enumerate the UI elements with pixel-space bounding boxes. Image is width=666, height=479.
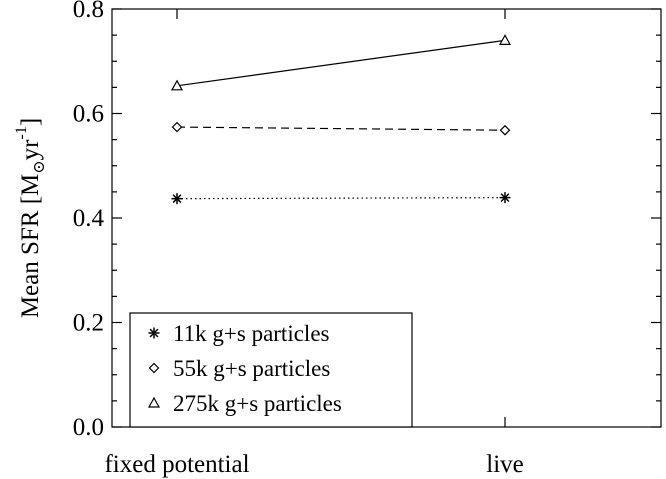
legend: 11k g+s particles 55k g+s particles 275k g…: [129, 312, 413, 428]
series-2: [171, 121, 511, 136]
data-point-asterisk: [171, 193, 183, 205]
y-tick-label: 0.6: [73, 101, 104, 128]
series-line: [176, 126, 506, 131]
y-tick-label: 0.0: [73, 414, 104, 441]
data-point-diamond: [499, 124, 511, 136]
x-axis-ticks: fixed potential live: [104, 9, 524, 478]
y-tick-label: 0.2: [73, 310, 104, 337]
data-point-triangle: [170, 79, 184, 91]
series-layer: [170, 34, 512, 205]
data-point-asterisk: [499, 192, 511, 204]
data-point-diamond: [171, 121, 183, 133]
legend-marker-diamond: [148, 362, 160, 374]
x-tick-label: fixed potential: [104, 451, 249, 478]
y-axis-ticks: 0.0 0.2 0.4 0.6 0.8: [73, 0, 661, 441]
legend-label: 275k g+s particles: [173, 391, 342, 416]
legend-label: 11k g+s particles: [173, 321, 330, 346]
legend-label: 55k g+s particles: [173, 356, 330, 381]
series-line: [176, 197, 506, 200]
series-line: [176, 39, 506, 87]
legend-marker-triangle: [147, 396, 161, 408]
legend-box: [129, 312, 413, 428]
y-tick-label: 0.8: [73, 0, 104, 23]
data-point-triangle: [498, 34, 512, 45]
x-tick-label: live: [486, 451, 524, 478]
y-axis-title: Mean SFR [M⊙yr-1]: [13, 118, 48, 318]
series-1: [171, 192, 511, 205]
y-tick-label: 0.4: [73, 205, 105, 232]
series-3: [170, 34, 512, 91]
legend-marker-asterisk: [148, 327, 160, 339]
